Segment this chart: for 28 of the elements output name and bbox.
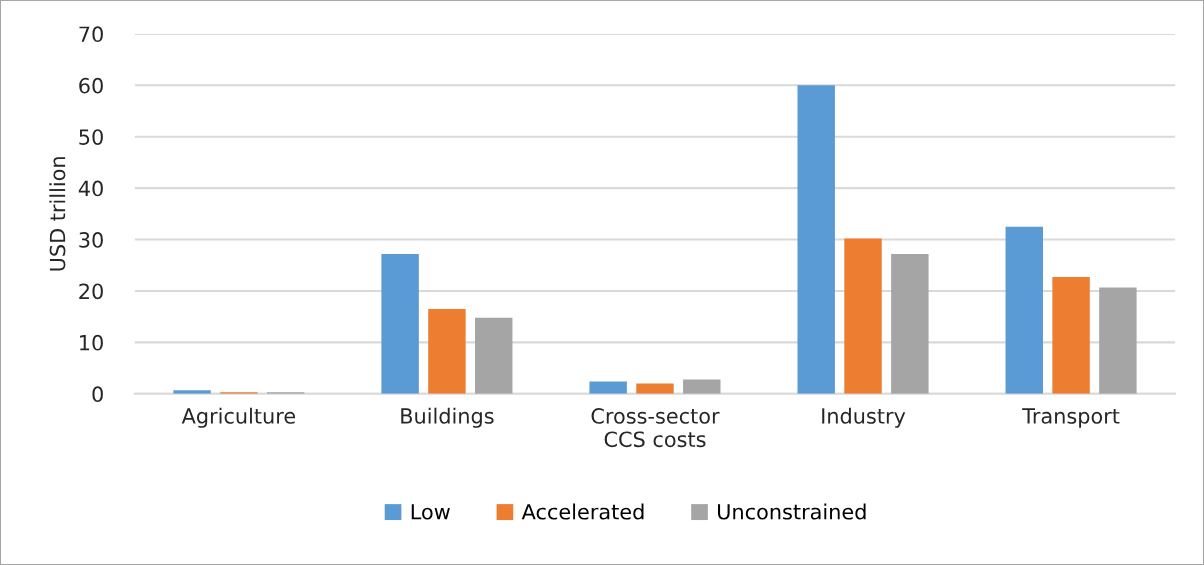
bar <box>428 308 466 394</box>
x-tick-label: Transport <box>1022 408 1120 428</box>
bar <box>797 85 835 394</box>
bar <box>589 381 627 394</box>
y-tick-label: 40 <box>78 180 103 197</box>
bar <box>683 379 721 394</box>
y-tick-label: 20 <box>79 283 103 300</box>
x-tick-label: Cross-sector CCS costs <box>591 408 720 448</box>
y-tick-label: 60 <box>79 77 103 94</box>
legend-label: Low <box>411 504 450 520</box>
x-tick-label: Industry <box>822 407 906 428</box>
y-axis-title: USD trillion <box>49 157 66 271</box>
legend-label: Accelerated <box>521 503 644 520</box>
bar <box>1052 277 1090 394</box>
x-tick-label: Buildings <box>401 407 494 428</box>
bar <box>1005 226 1043 394</box>
x-tick-label: Agriculture <box>181 407 296 428</box>
bar <box>891 253 929 394</box>
y-tick-label: 30 <box>79 232 103 248</box>
bar <box>1099 287 1137 394</box>
bar <box>381 253 419 394</box>
bar <box>475 317 513 394</box>
y-tick-label: 50 <box>79 129 103 145</box>
bar <box>844 238 882 394</box>
y-tick-label: 10 <box>80 334 103 351</box>
y-tick-label: 70 <box>79 26 103 43</box>
legend-label: Unconstrained <box>718 503 866 520</box>
y-tick-label: 0 <box>92 386 103 403</box>
